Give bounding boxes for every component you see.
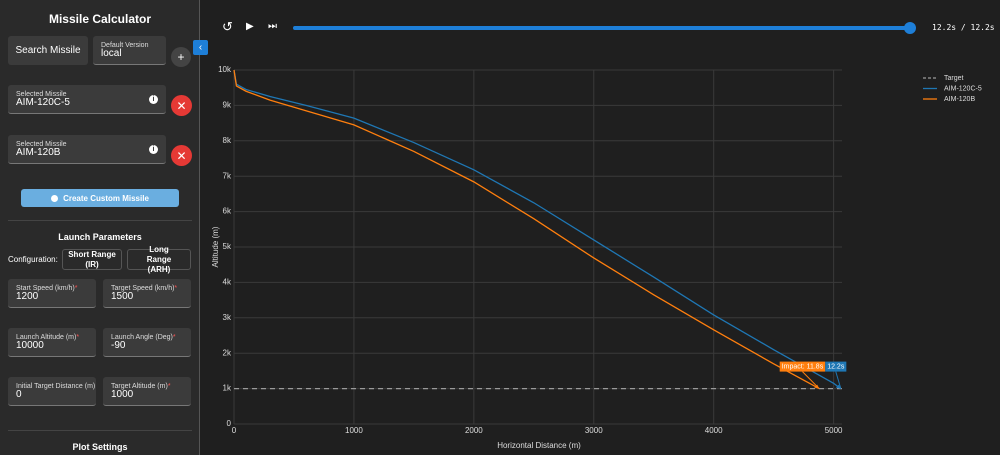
- required-mark: *: [167, 383, 171, 390]
- create-label: Create Custom Missile: [63, 193, 149, 203]
- arrow-head: [835, 384, 841, 389]
- field-value: -90: [111, 340, 126, 351]
- missile-value: AIM-120B: [16, 147, 61, 158]
- annotation-text: Impact: 11.8s: [782, 363, 824, 370]
- field-label: Target Speed (km/h): [111, 285, 175, 292]
- annotation-box: [825, 361, 847, 372]
- field-label-wrap: Target Altitude (m)*: [111, 383, 171, 390]
- x-tick-label: 1000: [345, 426, 363, 435]
- missile-label: Selected Missile: [16, 141, 67, 148]
- series-line: [233, 69, 820, 390]
- x-tick-label: 5000: [825, 426, 843, 435]
- y-tick-label: 0: [227, 419, 232, 428]
- required-mark: *: [172, 334, 176, 341]
- y-tick-label: 3k: [223, 313, 232, 322]
- version-select[interactable]: Default Version local: [93, 36, 166, 65]
- divider: [8, 220, 192, 221]
- section-title: Plot Settings: [72, 442, 128, 452]
- input-field[interactable]: Launch Altitude (m)* 10000: [8, 328, 96, 357]
- remove-button[interactable]: ✕: [171, 145, 192, 166]
- skip-button[interactable]: ⏭: [268, 21, 277, 32]
- field-label: Initial Target Distance (m): [16, 383, 96, 390]
- missile-value: AIM-120C-5: [16, 97, 70, 108]
- field-value: 1500: [111, 291, 134, 302]
- time-label: 12.2s / 12.2s: [932, 23, 995, 32]
- y-tick-label: 10k: [218, 65, 232, 74]
- input-field[interactable]: Target Altitude (m)* 1000: [103, 377, 191, 406]
- legend-label: AIM-120C-5: [944, 85, 982, 92]
- input-field[interactable]: Launch Angle (Deg)* -90: [103, 328, 191, 357]
- app-title: Missile Calculator: [48, 12, 152, 26]
- required-mark: *: [174, 285, 178, 292]
- annotation: Impact: 11.8s: [779, 361, 826, 389]
- field-value: 0: [16, 389, 22, 400]
- field-label-wrap: Target Speed (km/h)*: [111, 285, 177, 292]
- restart-button[interactable]: ↺: [222, 19, 233, 34]
- field-value: 1000: [111, 389, 134, 400]
- legend-label: AIM-120B: [944, 96, 975, 103]
- missile-select[interactable]: Selected Missile AIM-120B i: [8, 135, 166, 164]
- input-field[interactable]: Initial Target Distance (m) 0: [8, 377, 96, 406]
- create-button[interactable]: Create Custom Missile: [21, 189, 179, 207]
- y-axis-title: Altitude (m): [211, 226, 220, 267]
- annotation-arrow: [835, 371, 842, 389]
- field-label: Launch Altitude (m): [16, 334, 77, 341]
- divider: [8, 430, 192, 431]
- annotation-text: 12.2s: [827, 363, 845, 370]
- input-field[interactable]: Target Speed (km/h)* 1500: [103, 279, 191, 308]
- input-field[interactable]: Start Speed (km/h)* 1200: [8, 279, 96, 308]
- y-tick-label: 1k: [223, 384, 232, 393]
- field-label-wrap: Initial Target Distance (m): [16, 383, 95, 390]
- chart: Horizontal Distance (m) Altitude (m) 0 1k…: [211, 65, 982, 450]
- y-tick-label: 9k: [223, 101, 232, 110]
- missile-select[interactable]: Selected Missile AIM-120C-5 i: [8, 85, 166, 114]
- field-value: 10000: [16, 340, 44, 351]
- y-tick-label: 2k: [223, 348, 232, 357]
- required-mark: *: [74, 285, 78, 292]
- required-mark: *: [76, 334, 80, 341]
- slider-thumb[interactable]: [904, 22, 916, 34]
- field-label-wrap: Launch Altitude (m)*: [16, 334, 79, 341]
- plus-icon: [51, 194, 59, 202]
- collapse-button[interactable]: ‹: [193, 40, 208, 55]
- search-button[interactable]: Search Missile: [8, 36, 88, 65]
- sidebar: Missile Calculator Search Missile Defaul…: [0, 0, 200, 455]
- section-title: Launch Parameters: [58, 232, 142, 242]
- x-tick-label: 3000: [585, 426, 603, 435]
- field-value: 1200: [16, 291, 39, 302]
- add-button[interactable]: +: [171, 47, 191, 67]
- annotation-box: [779, 361, 826, 372]
- field-label: Start Speed (km/h): [16, 285, 75, 292]
- x-axis-title: Horizontal Distance (m): [497, 441, 581, 450]
- y-tick-label: 5k: [223, 242, 232, 251]
- y-tick-label: 7k: [223, 171, 232, 180]
- info-icon[interactable]: i: [149, 145, 158, 154]
- remove-button[interactable]: ✕: [171, 95, 192, 116]
- field-label-wrap: Launch Angle (Deg)*: [111, 334, 176, 341]
- y-tick-label: 6k: [223, 207, 232, 216]
- version-label: Default Version: [101, 42, 149, 49]
- series-line: [233, 69, 842, 390]
- legend-label: Target: [944, 75, 964, 82]
- y-tick-label: 8k: [223, 136, 232, 145]
- y-tick-label: 4k: [223, 278, 232, 287]
- x-tick-label: 2000: [465, 426, 483, 435]
- field-label-wrap: Start Speed (km/h)*: [16, 285, 77, 292]
- info-icon[interactable]: i: [149, 95, 158, 104]
- version-value: local: [101, 48, 122, 59]
- field-label: Launch Angle (Deg): [111, 334, 173, 341]
- progress-slider[interactable]: [293, 26, 910, 30]
- x-tick-label: 4000: [705, 426, 723, 435]
- arrow-head: [814, 384, 820, 389]
- config-button[interactable]: Long Range (ARH): [127, 245, 191, 274]
- play-button[interactable]: ▶: [246, 21, 254, 32]
- field-label: Target Altitude (m): [111, 383, 168, 390]
- configuration-label: Configuration:: [8, 255, 58, 264]
- x-tick-label: 0: [232, 426, 237, 435]
- annotation: 12.2s: [825, 361, 847, 389]
- config-button[interactable]: Short Range (IR): [62, 249, 122, 270]
- missile-label: Selected Missile: [16, 91, 67, 98]
